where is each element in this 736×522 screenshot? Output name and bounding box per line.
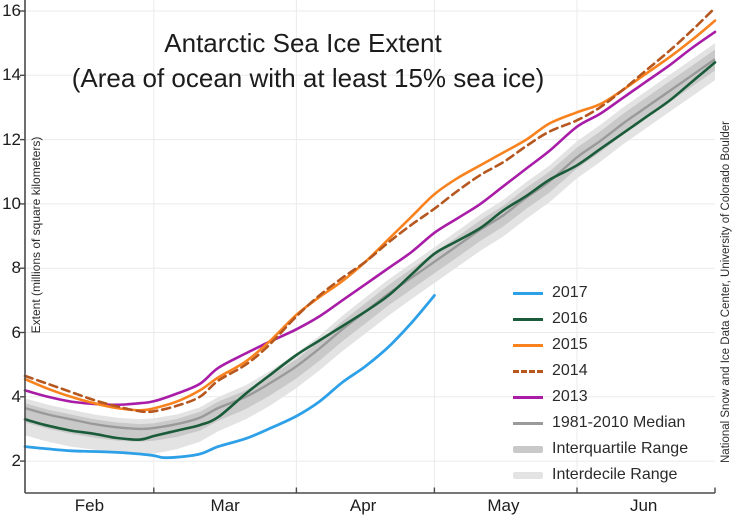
legend-label-2014: 2014 xyxy=(552,362,588,379)
legend-label-interdecile: Interdecile Range xyxy=(552,466,678,483)
x-tick-label-feb: Feb xyxy=(74,496,105,515)
legend-item-2014: 2014 xyxy=(513,358,688,384)
legend-item-2015: 2015 xyxy=(513,332,688,358)
legend-swatch-median xyxy=(513,421,543,425)
y-tick-label-12: 12 xyxy=(2,129,21,149)
legend-label-interquartile: Interquartile Range xyxy=(552,440,689,457)
x-tick-label-apr: Apr xyxy=(349,496,377,515)
x-tick-label-jun: Jun xyxy=(629,496,658,515)
y-tick-label-6: 6 xyxy=(11,322,21,342)
chart-legend: 2017 2016 2015 2014 2013 1981-2010 Median Inte… xyxy=(513,280,688,488)
legend-swatch-2013 xyxy=(513,395,543,399)
y-tick-label-10: 10 xyxy=(2,193,21,213)
legend-swatch-interquartile xyxy=(513,445,543,453)
legend-label-median: 1981-2010 Median xyxy=(552,414,686,431)
legend-item-interdecile: Interdecile Range xyxy=(513,462,688,488)
x-tick-label-may: May xyxy=(487,496,520,515)
credit-text: National Snow and Ice Data Center, Unive… xyxy=(720,121,732,463)
y-axis-title: Extent (millions of square kilometers) xyxy=(29,136,43,334)
legend-item-2013: 2013 xyxy=(513,384,688,410)
legend-swatch-interdecile xyxy=(513,471,543,479)
series-line-2013 xyxy=(23,30,717,407)
legend-label-2013: 2013 xyxy=(552,388,588,405)
chart-title: Antarctic Sea Ice Extent xyxy=(164,28,442,58)
x-tick-label-mar: Mar xyxy=(210,496,240,515)
y-tick-label-4: 4 xyxy=(11,386,21,406)
legend-label-2015: 2015 xyxy=(552,336,588,353)
series-line-2014 xyxy=(23,6,717,414)
legend-item-2016: 2016 xyxy=(513,306,688,332)
legend-item-interquartile: Interquartile Range xyxy=(513,436,688,462)
legend-label-2016: 2016 xyxy=(552,310,588,327)
y-tick-label-8: 8 xyxy=(11,258,21,278)
legend-swatch-2017 xyxy=(513,291,543,295)
y-tick-label-2: 2 xyxy=(11,451,21,471)
legend-swatch-2015 xyxy=(513,343,543,347)
legend-swatch-2016 xyxy=(513,317,543,321)
legend-label-2017: 2017 xyxy=(552,284,588,301)
series-line-2016 xyxy=(23,61,717,441)
legend-swatch-2014 xyxy=(513,369,543,373)
y-tick-label-16: 16 xyxy=(2,1,21,20)
chart-subtitle: (Area of ocean with at least 15% sea ice… xyxy=(71,63,545,93)
legend-item-median: 1981-2010 Median xyxy=(513,410,688,436)
y-tick-label-14: 14 xyxy=(2,65,21,85)
series-line-2017 xyxy=(23,294,436,460)
legend-item-2017: 2017 xyxy=(513,280,688,306)
